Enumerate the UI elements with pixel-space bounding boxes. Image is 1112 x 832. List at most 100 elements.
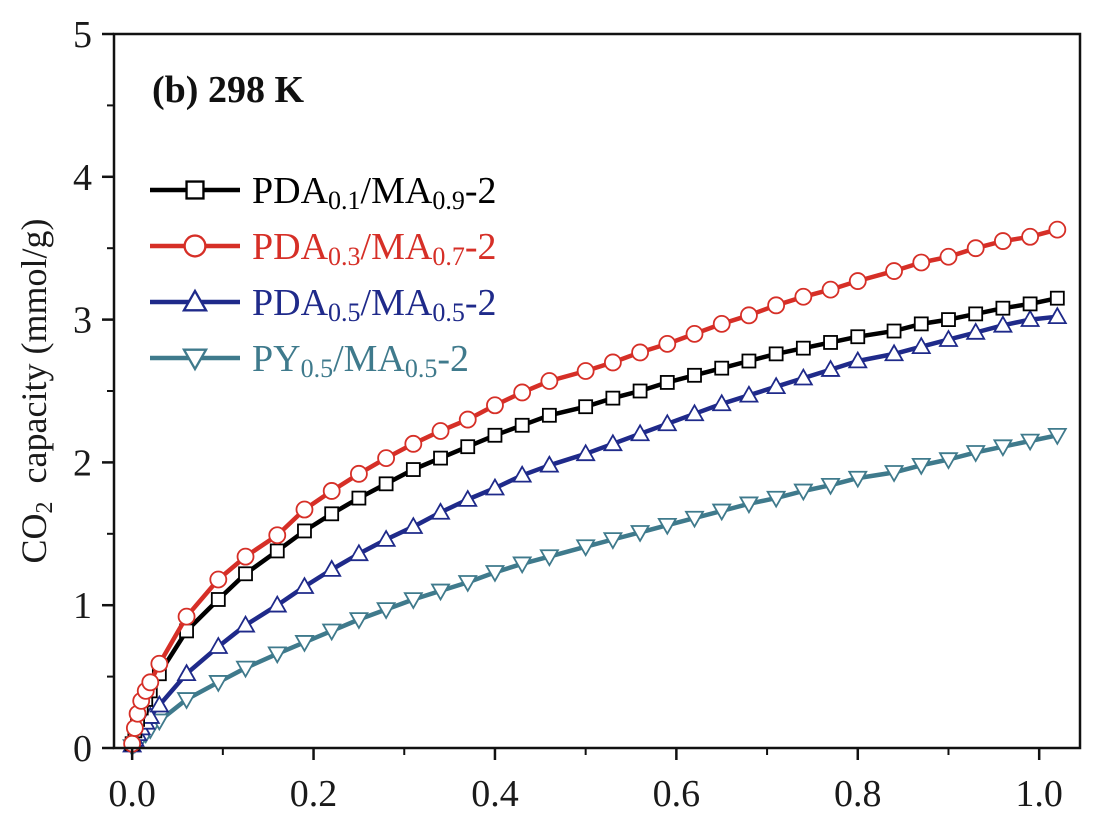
data-point [176,663,197,682]
legend-label: PDA0.1/MA0.9-2 [252,170,496,215]
data-point [377,449,396,468]
data-point [457,575,478,593]
legend-marker [183,234,207,258]
data-point [1049,290,1065,306]
data-point [209,570,228,589]
data-point [994,232,1012,250]
data-point [850,329,866,345]
data-point [484,477,506,496]
series-line [130,433,1058,749]
data-point [236,547,255,566]
series-triangle-down [122,427,1068,757]
y-tick-label: 0 [73,728,92,770]
data-point [848,272,867,290]
data-point [884,465,905,483]
plot-frame [112,32,1082,750]
data-point [1048,220,1067,239]
data-point [1022,296,1038,312]
data-point [711,503,732,522]
data-point [403,592,424,610]
data-point [149,694,170,713]
x-tick-label: 0.2 [290,773,338,815]
data-point [684,510,705,529]
data-point [235,614,256,633]
data-point [657,413,678,432]
data-point [376,529,397,547]
data-point [1021,227,1040,246]
data-point [965,322,986,340]
data-point [487,427,503,443]
data-point [351,490,367,506]
data-point [350,464,368,483]
data-point [847,350,868,369]
legend-entry: PDA0.1/MA0.9-2 [150,170,496,215]
data-point [965,445,986,463]
x-tick-label: 1.0 [1015,773,1063,815]
data-point [512,464,533,483]
x-tick-label: 0.4 [471,773,519,815]
data-point [793,367,814,386]
data-point [460,439,476,455]
x-tick-label: 0.0 [108,773,156,815]
data-point [847,470,868,489]
data-point [687,367,702,383]
legend-entry: PY0.5/MA0.5-2 [150,338,469,383]
data-point [884,343,905,362]
data-point [768,346,784,362]
data-point [602,532,623,550]
series-triangle-up [122,306,1068,753]
data-point [766,376,787,394]
data-point [578,399,594,415]
data-point [657,517,678,536]
data-point [378,476,394,492]
data-point [541,407,557,423]
data-point [238,566,253,582]
data-point [208,636,229,654]
data-point [513,383,532,402]
data-point [457,489,478,507]
panel-annotation: (b) 298 K [152,69,304,111]
data-point [486,396,504,415]
y-tick-label: 1 [73,585,92,627]
data-point [995,300,1011,316]
data-point [348,543,369,562]
data-point [941,312,956,328]
data-point [630,423,651,442]
data-point [821,280,840,299]
data-point [512,556,533,575]
data-point [738,496,759,515]
legend-label: PDA0.5/MA0.5-2 [252,282,496,327]
data-point [484,565,506,583]
y-tick-label: 5 [73,14,92,56]
data-point [738,384,759,403]
data-point [540,372,559,390]
data-point [632,383,648,399]
data-point [966,239,985,258]
y-tick-label: 3 [73,300,92,342]
data-point [575,539,596,557]
data-point [823,335,838,350]
data-point [294,635,315,653]
data-point [1020,309,1041,327]
legend: PDA0.1/MA0.9-2 PDA0.3/MA0.7-2 PDA0.5/MA0.5… [150,170,496,383]
data-point [210,592,226,607]
data-point [208,675,229,693]
data-point [268,526,287,545]
data-point [911,336,932,355]
data-point [911,457,932,476]
data-point [820,477,841,496]
data-point [1047,427,1068,446]
data-point [794,287,813,306]
data-point [603,353,622,372]
data-point [575,443,596,462]
data-point [939,247,958,266]
data-point [886,323,902,339]
data-point [269,543,285,559]
data-point [685,324,704,343]
data-point [403,516,424,534]
data-point [992,314,1013,333]
data-point [659,375,675,390]
data-point [141,673,160,692]
data-point [322,482,341,500]
